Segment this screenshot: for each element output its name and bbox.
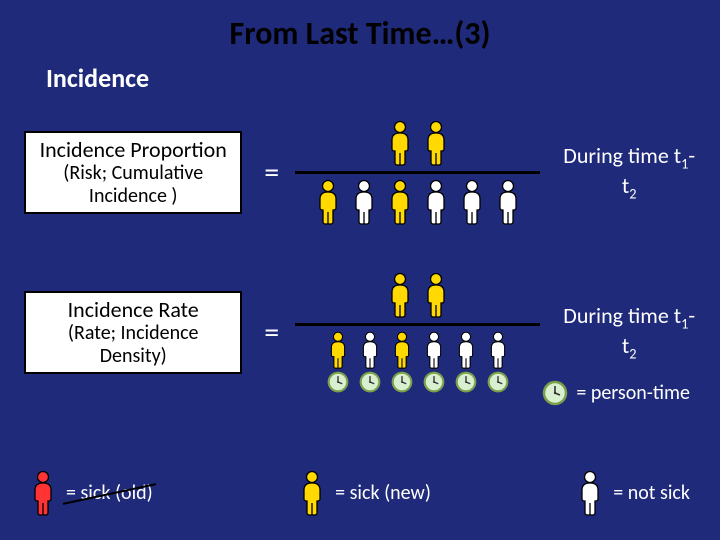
equals-sign: =: [260, 314, 283, 351]
proportion-numerator: [387, 118, 449, 168]
slide-title: From Last Time…(3): [0, 0, 720, 53]
rate-denominator: [327, 329, 509, 395]
rate-title: Incidence Rate: [36, 297, 230, 322]
person-clock-icon: [423, 331, 445, 393]
incidence-proportion-row: Incidence Proportion (Risk; Cumulative I…: [24, 118, 700, 227]
proportion-box: Incidence Proportion (Risk; Cumulative I…: [24, 131, 242, 214]
proportion-time-label: During time t1-t2: [558, 143, 700, 202]
person-icon: [459, 179, 485, 225]
proportion-denominator: [315, 177, 521, 227]
person-clock-icon: [455, 331, 477, 393]
clock-icon: [542, 380, 568, 406]
person-icon: [423, 179, 449, 225]
legend-sick-old: = sick (old): [30, 470, 153, 516]
rate-fraction: [295, 270, 540, 395]
rate-time-label: During time t1-t2: [558, 303, 700, 362]
person-icon: [387, 120, 413, 166]
legend-row: = sick (old) = sick (new) = not sick: [30, 470, 690, 516]
legend-person-time-label: = person-time: [576, 381, 690, 405]
person-clock-icon: [327, 331, 349, 393]
person-icon: [423, 120, 449, 166]
rate-numerator: [387, 270, 449, 320]
legend-sick-old-label: = sick (old): [66, 481, 153, 505]
person-icon: [387, 272, 413, 318]
legend-sick-new-label: = sick (new): [335, 481, 431, 505]
person-clock-icon: [359, 331, 381, 393]
fraction-bar: [295, 323, 540, 326]
person-clock-icon: [487, 331, 509, 393]
person-clock-icon: [391, 331, 413, 393]
person-icon: [423, 272, 449, 318]
proportion-title: Incidence Proportion: [36, 137, 230, 162]
person-icon: [30, 470, 56, 516]
legend-sick-new: = sick (new): [299, 470, 431, 516]
legend-not-sick-label: = not sick: [613, 481, 690, 505]
person-icon: [299, 470, 325, 516]
equals-sign: =: [260, 154, 283, 191]
incidence-rate-row: Incidence Rate (Rate; Incidence Density)…: [24, 270, 700, 395]
fraction-bar: [295, 171, 540, 174]
person-icon: [315, 179, 341, 225]
proportion-subtitle: (Risk; Cumulative Incidence ): [36, 162, 230, 208]
legend-person-time: = person-time: [542, 380, 690, 406]
person-icon: [387, 179, 413, 225]
legend-not-sick: = not sick: [577, 470, 690, 516]
person-icon: [577, 470, 603, 516]
person-icon: [495, 179, 521, 225]
person-icon: [351, 179, 377, 225]
rate-box: Incidence Rate (Rate; Incidence Density): [24, 291, 242, 374]
slide-subtitle: Incidence: [46, 62, 149, 94]
proportion-fraction: [295, 118, 540, 227]
rate-subtitle: (Rate; Incidence Density): [36, 322, 230, 368]
